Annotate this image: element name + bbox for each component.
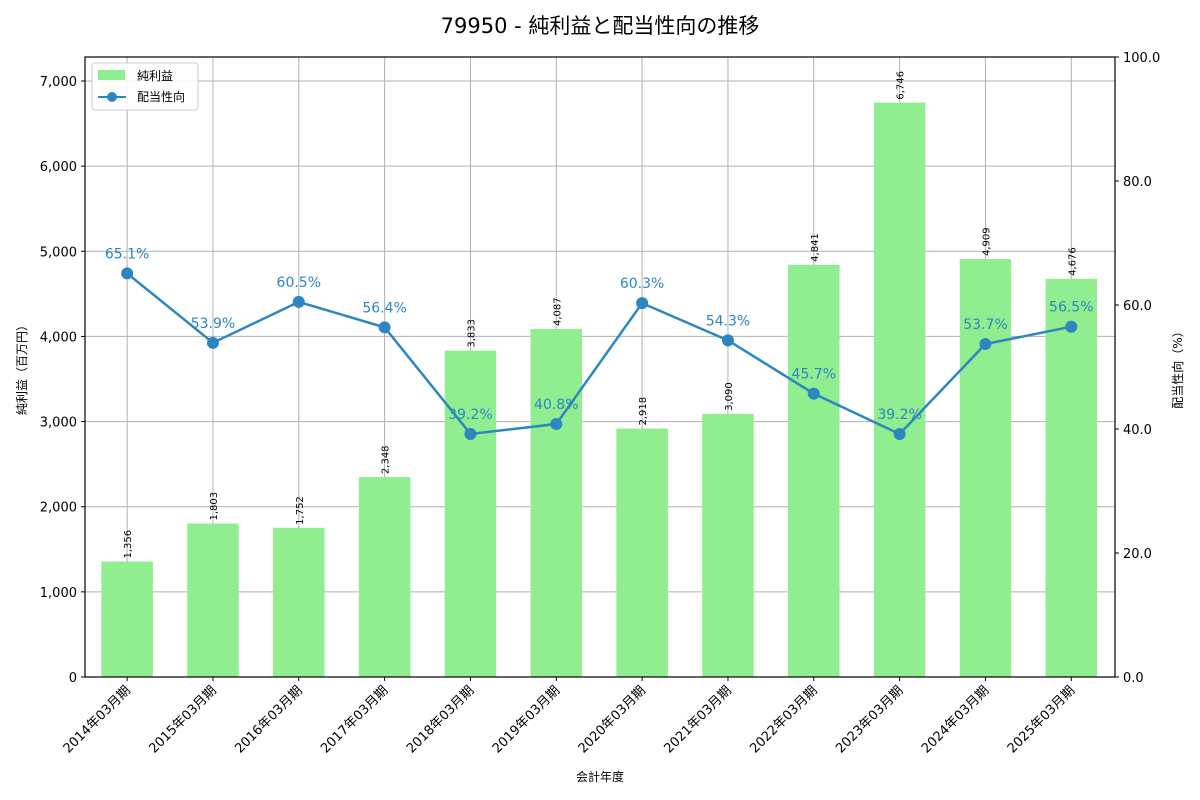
line-marker bbox=[292, 295, 305, 308]
line-value-label: 40.8% bbox=[534, 397, 578, 413]
bar bbox=[616, 428, 668, 677]
bar bbox=[959, 259, 1012, 677]
line-value-label: 53.9% bbox=[191, 316, 235, 332]
bar bbox=[358, 477, 411, 677]
line-marker bbox=[121, 267, 134, 280]
bar-value-label: 1,803 bbox=[209, 492, 220, 521]
x-tick-label: 2017年03月期 bbox=[318, 683, 391, 756]
line-value-labels: 65.1% 53.9% 60.5% 56.4% 39.2% 40.8% 60.3% 54.3%… bbox=[105, 246, 1094, 423]
bar bbox=[873, 102, 926, 678]
x-axis: 2014年03月期 2015年03月期 2016年03月期 2017年03月期 2018… bbox=[61, 677, 1078, 757]
left-y-tick-label: 2,000 bbox=[40, 501, 77, 516]
x-tick-label: 2016年03月期 bbox=[232, 683, 305, 756]
line-marker bbox=[721, 334, 734, 347]
bar bbox=[1045, 278, 1098, 677]
left-y-tick-label: 1,000 bbox=[40, 586, 77, 601]
bar-value-label: 4,676 bbox=[1067, 247, 1078, 276]
bar-value-label: 2,918 bbox=[638, 397, 649, 426]
line-marker bbox=[807, 387, 820, 400]
bar bbox=[187, 523, 239, 677]
bar bbox=[101, 561, 153, 677]
bar-value-label: 1,356 bbox=[123, 530, 134, 559]
bar-value-label: 4,087 bbox=[552, 297, 563, 326]
bar bbox=[273, 527, 325, 677]
bar-value-label: 3,833 bbox=[466, 319, 477, 348]
line-series-payout-ratio bbox=[121, 267, 1078, 440]
left-y-tick-label: 0 bbox=[69, 671, 77, 686]
line-value-label: 45.7% bbox=[792, 367, 836, 383]
left-y-tick-label: 5,000 bbox=[40, 245, 77, 260]
x-tick-label: 2018年03月期 bbox=[404, 683, 477, 756]
bar bbox=[530, 329, 583, 677]
right-y-tick-label: 100.0 bbox=[1123, 51, 1160, 66]
legend-label-net-income: 純利益 bbox=[137, 69, 173, 83]
right-y-tick-label: 60.0 bbox=[1123, 299, 1152, 314]
bar-series-net-income bbox=[101, 102, 1098, 678]
line-marker bbox=[206, 336, 219, 349]
bar-value-labels: 1,356 1,803 1,752 2,348 3,833 4,087 2,918 3,090… bbox=[123, 71, 1078, 559]
right-y-axis-label: 配当性向（%） bbox=[1170, 325, 1185, 408]
line-marker bbox=[464, 427, 477, 440]
x-tick-label: 2024年03月期 bbox=[919, 683, 992, 756]
line-value-label: 60.3% bbox=[620, 276, 664, 292]
legend-marker-icon bbox=[107, 92, 117, 102]
line-value-label: 39.2% bbox=[448, 407, 492, 423]
x-tick-label: 2019年03月期 bbox=[490, 683, 563, 756]
x-axis-label: 会計年度 bbox=[576, 769, 624, 784]
x-tick-label: 2021年03月期 bbox=[661, 683, 734, 756]
legend-label-payout-ratio: 配当性向 bbox=[137, 89, 185, 104]
bar bbox=[702, 413, 754, 677]
bar-value-label: 1,752 bbox=[295, 496, 306, 525]
line-value-label: 53.7% bbox=[963, 317, 1007, 333]
bar bbox=[444, 350, 497, 677]
chart-title: 79950 - 純利益と配当性向の推移 bbox=[441, 14, 760, 38]
line-value-label: 54.3% bbox=[706, 313, 750, 329]
line-marker bbox=[636, 297, 649, 310]
x-tick-label: 2023年03月期 bbox=[833, 683, 906, 756]
line-value-label: 56.4% bbox=[362, 300, 406, 316]
right-y-tick-label: 80.0 bbox=[1123, 175, 1152, 190]
right-y-tick-label: 40.0 bbox=[1123, 423, 1152, 438]
line-marker bbox=[1065, 320, 1078, 333]
x-tick-label: 2025年03月期 bbox=[1005, 683, 1078, 756]
bar-value-label: 4,841 bbox=[810, 233, 821, 262]
line-value-label: 56.5% bbox=[1049, 300, 1093, 316]
legend-bar-swatch bbox=[98, 70, 125, 80]
right-y-axis: 0.0 20.0 40.0 60.0 80.0 100.0 bbox=[1115, 51, 1160, 686]
bar-value-label: 6,746 bbox=[896, 71, 907, 100]
x-tick-label: 2015年03月期 bbox=[146, 683, 219, 756]
right-y-tick-label: 20.0 bbox=[1123, 547, 1152, 562]
line-value-label: 65.1% bbox=[105, 246, 149, 262]
bar bbox=[788, 264, 840, 677]
left-y-axis-label: 純利益（百万円） bbox=[15, 319, 29, 415]
left-y-tick-label: 3,000 bbox=[40, 416, 77, 431]
left-y-tick-label: 4,000 bbox=[40, 330, 77, 345]
line-marker bbox=[893, 427, 906, 440]
bar-value-label: 4,909 bbox=[981, 227, 992, 256]
x-tick-label: 2014年03月期 bbox=[61, 683, 134, 756]
left-y-tick-label: 6,000 bbox=[40, 160, 77, 175]
left-y-tick-label: 7,000 bbox=[40, 75, 77, 90]
bar-value-label: 3,090 bbox=[724, 382, 735, 411]
line-value-label: 60.5% bbox=[277, 275, 321, 291]
line-value-label: 39.2% bbox=[877, 407, 921, 423]
legend: 純利益 配当性向 bbox=[91, 62, 199, 111]
x-tick-label: 2022年03月期 bbox=[747, 683, 820, 756]
line-marker bbox=[550, 418, 563, 431]
left-y-axis: 0 1,000 2,000 3,000 4,000 5,000 6,000 7,000 bbox=[40, 75, 85, 686]
line-marker bbox=[378, 321, 391, 334]
x-tick-label: 2020年03月期 bbox=[576, 683, 649, 756]
plot-frame bbox=[84, 56, 1116, 678]
bar-value-label: 2,348 bbox=[381, 445, 392, 474]
right-y-tick-label: 0.0 bbox=[1123, 671, 1144, 686]
line-marker bbox=[979, 338, 992, 351]
